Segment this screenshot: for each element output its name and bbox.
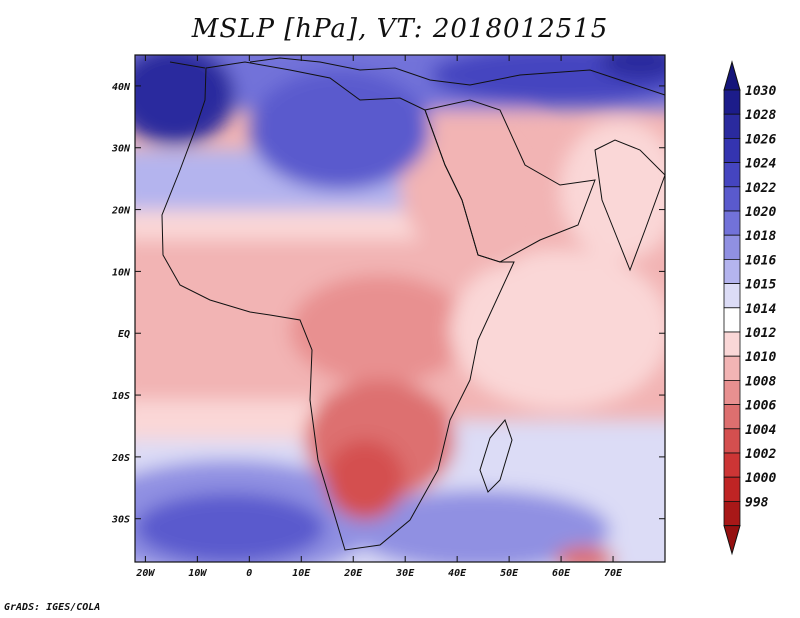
colorbar-swatch	[723, 89, 741, 115]
colorbar-label: 1030	[745, 84, 776, 99]
arabia-coastline	[424, 99, 596, 263]
lon-tick-label: 30E	[395, 568, 415, 579]
colorbar-label: 1028	[745, 108, 776, 123]
colorbar-label: 1026	[745, 132, 776, 147]
colorbar-swatch	[723, 500, 741, 526]
lat-tick-label: EQ	[118, 329, 130, 340]
india-coastline	[594, 139, 666, 272]
colorbar-label: 1016	[745, 253, 776, 268]
longitude-axis: 20W 10W 0 10E 20E 30E 40E 50E 60E 70E	[135, 55, 623, 579]
grads-credit: GrADS: IGES/COLA	[4, 602, 101, 613]
colorbar-label: 1004	[745, 423, 776, 438]
lon-tick-label: 20E	[343, 568, 363, 579]
lat-tick-label: 10N	[112, 267, 131, 278]
lat-tick-label: 20S	[111, 453, 130, 464]
colorbar-swatch	[723, 283, 741, 309]
colorbar-swatch	[723, 428, 741, 454]
plot-frame	[134, 54, 666, 563]
chart-title: MSLP [hPa], VT: 2018012515	[191, 14, 609, 44]
colorbar-swatch	[723, 186, 741, 212]
colorbar-label: 1006	[745, 399, 776, 414]
colorbar-label: 1022	[745, 181, 776, 196]
colorbar-label: 1008	[745, 374, 776, 389]
lon-tick-label: 20W	[135, 568, 155, 579]
colorbar-swatch	[723, 137, 741, 163]
lon-tick-label: 0	[246, 568, 252, 579]
lon-tick-label: 60E	[552, 568, 571, 579]
lon-tick-label: 10E	[292, 568, 311, 579]
colorbar-swatch	[723, 476, 741, 502]
coastlines	[161, 57, 666, 551]
colorbar-swatch	[723, 162, 741, 188]
colorbar-swatch	[723, 258, 741, 284]
colorbar-label: 1018	[745, 229, 776, 244]
colorbar-swatch	[723, 234, 741, 260]
colorbar-label: 1014	[745, 302, 776, 317]
colorbar-label: 1024	[745, 157, 776, 172]
colorbar-bottom-arrow	[723, 525, 741, 556]
africa-coastline	[161, 61, 515, 551]
colorbar-label: 998	[745, 495, 769, 510]
lat-tick-label: 30N	[111, 144, 131, 155]
colorbar-swatch	[723, 404, 741, 430]
pressure-field	[135, 55, 665, 562]
lon-tick-label: 70E	[604, 568, 623, 579]
lon-tick-label: 50E	[500, 568, 519, 579]
lat-tick-label: 20N	[111, 206, 131, 217]
lat-tick-label: 10S	[112, 391, 130, 402]
colorbar-label: 1002	[745, 447, 776, 462]
lat-tick-label: 40N	[112, 82, 131, 93]
latitude-axis: 40N 30N 20N 10N EQ 10S 20S 30S	[111, 82, 665, 526]
lat-tick-label: 30S	[111, 515, 130, 526]
colorbar-label: 1010	[745, 350, 776, 365]
colorbar-swatch	[723, 331, 741, 357]
colorbar-label: 1020	[745, 205, 776, 220]
europe-coastline	[169, 57, 666, 96]
colorbar-swatch	[723, 113, 741, 139]
colorbar-swatch	[723, 452, 741, 478]
colorbar-swatch	[723, 379, 741, 405]
colorbar-label: 1012	[745, 326, 776, 341]
lon-tick-label: 40E	[448, 568, 467, 579]
colorbar-swatch	[723, 210, 741, 236]
pressure-blobs	[135, 55, 665, 562]
lon-tick-label: 10W	[188, 568, 207, 579]
colorbar-label: 1015	[745, 278, 776, 293]
colorbar-swatch	[723, 307, 741, 333]
colorbar-swatch	[723, 355, 741, 381]
colorbar: 1030 1028 1026 1024 1022 1020 1018 1016 1015 1014…	[723, 60, 776, 556]
madagascar-coastline	[479, 419, 513, 493]
colorbar-label: 1000	[745, 471, 776, 486]
colorbar-top-arrow	[723, 60, 741, 91]
